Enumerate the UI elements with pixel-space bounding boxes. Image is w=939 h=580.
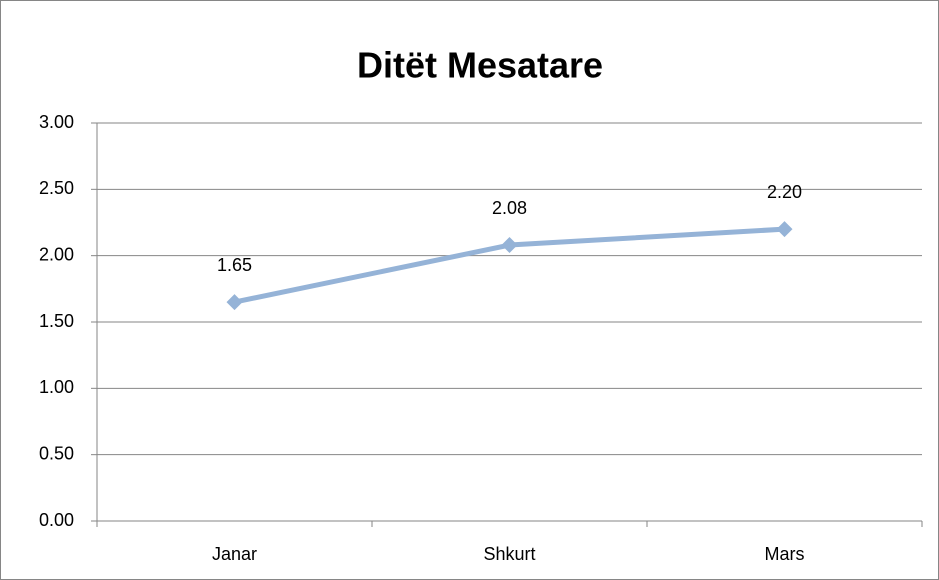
- x-tick-label: Janar: [212, 544, 257, 564]
- y-tick-label: 0.50: [39, 443, 74, 463]
- marker: [501, 237, 518, 254]
- y-tick-label: 2.00: [39, 244, 74, 264]
- y-tick-label: 1.50: [39, 311, 74, 331]
- marker: [226, 294, 243, 311]
- chart-title: Ditët Mesatare: [357, 45, 603, 86]
- x-tick-label: Shkurt: [483, 544, 535, 564]
- x-tick-label: Mars: [765, 544, 805, 564]
- data-label: 2.20: [767, 182, 802, 202]
- y-tick-label: 3.00: [39, 112, 74, 132]
- y-tick-label: 2.50: [39, 178, 74, 198]
- data-label: 2.08: [492, 198, 527, 218]
- data-label: 1.65: [217, 255, 252, 275]
- y-tick-label: 0.00: [39, 510, 74, 530]
- y-tick-label: 1.00: [39, 377, 74, 397]
- marker: [776, 221, 793, 238]
